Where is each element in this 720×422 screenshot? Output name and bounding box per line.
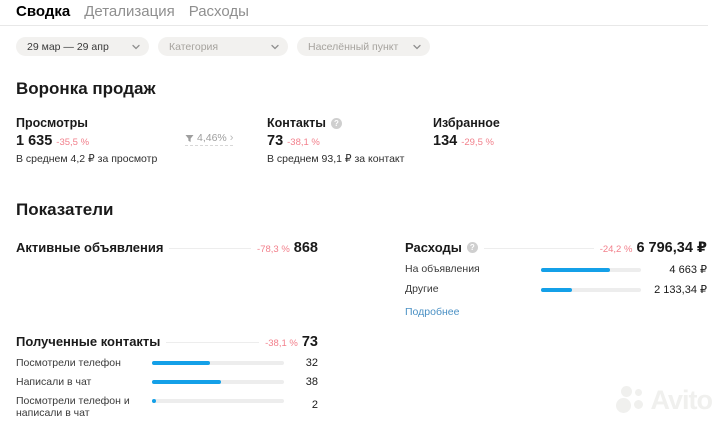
location-placeholder: Населённый пункт bbox=[308, 40, 399, 53]
contact-row-label: Посмотрели телефон bbox=[16, 357, 121, 369]
expenses-block: Расходы -24,2 % 6 796,34 ₽ На объявления… bbox=[405, 240, 707, 320]
active-ads-value: 868 bbox=[293, 240, 318, 256]
favorites-label: Избранное bbox=[433, 116, 500, 130]
bar-track bbox=[152, 399, 284, 404]
expense-row-other: Другие 2 133,34 ₽ bbox=[405, 283, 707, 296]
top-tabs: Сводка Детализация Расходы bbox=[16, 3, 249, 20]
leader-line bbox=[169, 248, 252, 249]
leader-line bbox=[483, 248, 594, 249]
avito-watermark: Avito bbox=[615, 384, 713, 416]
views-label: Просмотры bbox=[16, 116, 88, 130]
contacts-delta: -38,1 % bbox=[287, 137, 320, 148]
help-icon[interactable] bbox=[466, 242, 478, 253]
received-contacts-label: Полученные контакты bbox=[16, 334, 161, 349]
favorites-value: 134 bbox=[433, 133, 458, 149]
bar-track bbox=[152, 380, 284, 385]
tab-expenses[interactable]: Расходы bbox=[188, 3, 249, 20]
chevron-down-icon bbox=[132, 43, 140, 51]
bar-track bbox=[541, 287, 641, 292]
tab-summary[interactable]: Сводка bbox=[16, 3, 71, 20]
contact-row-phone-and-chat: Посмотрели телефон и написали в чат 2 bbox=[16, 395, 318, 419]
bar-fill bbox=[541, 287, 573, 292]
expense-row-value: 4 663 ₽ bbox=[669, 264, 707, 276]
views-to-contacts-conversion[interactable]: 4,46% › bbox=[185, 131, 234, 146]
tabs-divider bbox=[0, 25, 708, 26]
bar-track bbox=[152, 361, 284, 366]
conversion-value: 4,46% bbox=[197, 132, 227, 144]
tab-details[interactable]: Детализация bbox=[84, 3, 175, 20]
received-contacts-delta: -38,1 % bbox=[265, 338, 298, 349]
contacts-value: 73 bbox=[267, 133, 284, 149]
date-range-value: 29 мар — 29 апр bbox=[27, 40, 109, 53]
filter-bar: 29 мар — 29 апр Категория Населённый пун… bbox=[16, 37, 430, 56]
contact-row-value: 2 bbox=[311, 399, 318, 412]
chevron-down-icon bbox=[413, 43, 421, 51]
expenses-delta: -24,2 % bbox=[599, 244, 633, 255]
leader-line bbox=[166, 342, 260, 343]
expense-row-label: На объявления bbox=[405, 263, 480, 276]
help-icon[interactable] bbox=[330, 117, 342, 129]
views-delta: -35,5 % bbox=[56, 137, 90, 148]
contact-row-label: Написали в чат bbox=[16, 376, 92, 389]
bar-track bbox=[541, 267, 641, 272]
contact-row-chat: Написали в чат 38 bbox=[16, 376, 318, 388]
active-ads-block: Активные объявления -78,3 % 868 bbox=[16, 240, 318, 256]
contacts-caption: В среднем 93,1 ₽ за контакт bbox=[267, 153, 405, 165]
metric-favorites: Избранное 134 -29,5 % bbox=[433, 116, 500, 149]
metric-contacts: Контакты 73 -38,1 % В среднем 93,1 ₽ за … bbox=[267, 116, 404, 165]
received-contacts-block: Полученные контакты -38,1 % 73 Посмотрел… bbox=[16, 334, 318, 422]
chevron-right-icon: › bbox=[229, 131, 234, 144]
category-placeholder: Категория bbox=[169, 40, 219, 53]
location-dropdown[interactable]: Населённый пункт bbox=[297, 37, 430, 56]
expense-row-ads: На объявления 4 663 ₽ bbox=[405, 263, 707, 276]
views-value: 1 635 bbox=[16, 133, 53, 149]
avito-logo-icon bbox=[615, 384, 647, 416]
expense-row-value: 2 133,34 ₽ bbox=[654, 284, 707, 296]
bar-fill bbox=[152, 380, 221, 385]
contact-row-phone: Посмотрели телефон 32 bbox=[16, 357, 318, 369]
expenses-more-link[interactable]: Подробнее bbox=[405, 306, 460, 318]
expense-row-label: Другие bbox=[405, 283, 439, 296]
contacts-label: Контакты bbox=[267, 116, 326, 130]
contact-row-label: Посмотрели телефон и написали в чат bbox=[16, 395, 130, 420]
indicators-section-title: Показатели bbox=[16, 200, 114, 219]
funnel-section-title: Воронка продаж bbox=[16, 79, 156, 98]
views-caption: В среднем 4,2 ₽ за просмотр bbox=[16, 153, 158, 165]
bar-fill bbox=[152, 399, 156, 404]
expenses-label: Расходы bbox=[405, 240, 462, 255]
contact-row-value: 32 bbox=[305, 357, 318, 370]
expenses-value: 6 796,34 ₽ bbox=[636, 240, 707, 256]
contact-row-value: 38 bbox=[305, 376, 318, 389]
active-ads-delta: -78,3 % bbox=[257, 244, 290, 255]
chevron-down-icon bbox=[271, 43, 279, 51]
received-contacts-value: 73 bbox=[301, 334, 318, 350]
bar-fill bbox=[541, 267, 610, 272]
bar-fill bbox=[152, 361, 210, 366]
funnel-icon bbox=[185, 134, 194, 143]
metric-views: Просмотры 1 635 -35,5 % В среднем 4,2 ₽ … bbox=[16, 116, 157, 165]
avito-watermark-text: Avito bbox=[650, 384, 713, 415]
active-ads-label: Активные объявления bbox=[16, 240, 164, 255]
date-range-dropdown[interactable]: 29 мар — 29 апр bbox=[16, 37, 149, 56]
favorites-delta: -29,5 % bbox=[461, 137, 494, 148]
category-dropdown[interactable]: Категория bbox=[158, 37, 288, 56]
